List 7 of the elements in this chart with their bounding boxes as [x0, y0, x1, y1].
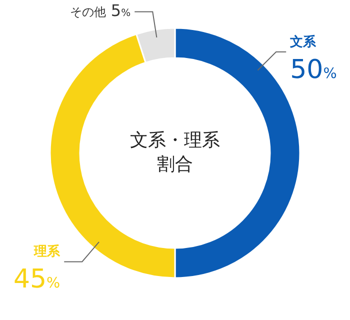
slice-label: 理系: [33, 244, 62, 260]
data-label: 5%: [110, 0, 131, 20]
slice-label: 文系: [289, 34, 318, 50]
data-label: 45%: [13, 264, 60, 295]
slice-label: その他: [70, 4, 106, 19]
data-label: 50%: [290, 54, 337, 85]
text: 文系・理系割合: [129, 129, 221, 177]
